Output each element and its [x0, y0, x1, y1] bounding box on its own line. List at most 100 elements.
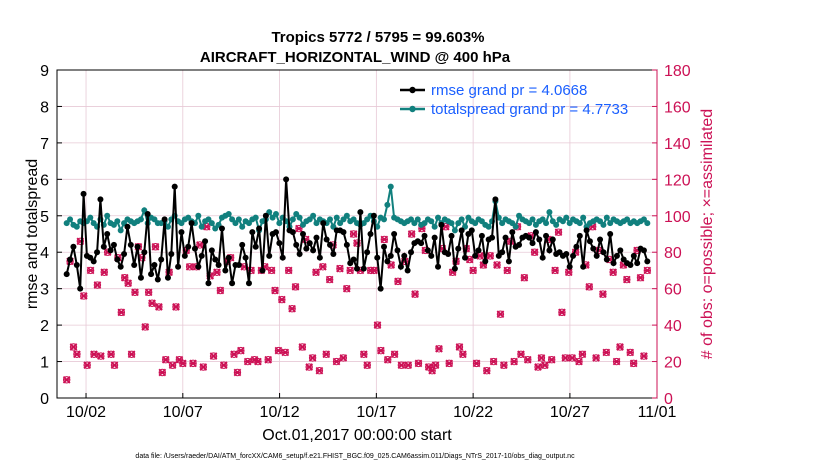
obs-assimilated-point — [373, 321, 382, 329]
rmse-point — [121, 251, 128, 258]
rmse-point — [475, 247, 482, 254]
obs-assimilated-point — [189, 359, 197, 368]
totalspread-point — [164, 223, 171, 230]
rmse-point — [242, 254, 249, 261]
obs-assimilated-point — [155, 303, 163, 311]
rmse-point — [151, 261, 158, 268]
obs-assimilated-point — [578, 350, 587, 359]
x-tick-label: 11/01 — [638, 404, 677, 421]
rmse-point — [546, 247, 553, 254]
rmse-point — [293, 241, 300, 248]
obs-assimilated-point — [107, 350, 115, 359]
rmse-point — [316, 254, 323, 261]
rmse-point — [100, 243, 107, 250]
totalspread-point — [529, 216, 536, 223]
obs-assimilated-point — [158, 368, 167, 377]
totalspread-point — [87, 214, 94, 221]
legend: rmse grand pr = 4.0668 totalspread grand… — [400, 82, 628, 118]
obs-assimilated-point — [216, 286, 225, 295]
y-axis-right: 0 20 40 60 80 100 120 140 160 180 — [652, 63, 691, 408]
rmse-point — [77, 285, 84, 292]
y-tick-label-right: 40 — [664, 318, 682, 335]
y-tick-label-right: 160 — [664, 99, 691, 116]
obs-assimilated-point — [493, 261, 501, 269]
obs-assimilated-point — [243, 357, 252, 366]
obs-assimilated-point — [530, 248, 539, 257]
y-tick-label-left: 6 — [40, 172, 49, 189]
rmse-point — [212, 256, 219, 263]
obs-assimilated-point — [196, 241, 204, 249]
totalspread-point — [276, 220, 283, 227]
rmse-point — [276, 240, 283, 247]
rmse-point — [141, 249, 148, 256]
y-tick-label-right: 100 — [664, 209, 691, 226]
obs-assimilated-point — [305, 363, 314, 371]
obs-assimilated-point — [148, 299, 156, 308]
rmse-point — [306, 240, 313, 247]
obs-assimilated-point — [117, 308, 126, 317]
totalspread-point — [67, 216, 74, 223]
rmse-point — [566, 263, 573, 270]
obs-assimilated-point — [291, 283, 300, 291]
rmse-point — [435, 263, 442, 270]
rmse-point — [114, 256, 121, 263]
rmse-point — [296, 251, 303, 258]
rmse-point — [202, 238, 209, 245]
rmse-point — [239, 241, 246, 248]
rmse-point — [489, 234, 496, 241]
rmse-point — [225, 254, 232, 261]
rmse-point — [610, 260, 617, 267]
totalspread-point — [384, 201, 391, 208]
rmse-point — [343, 241, 350, 248]
obs-assimilated-point — [237, 346, 245, 355]
obs-assimilated-point — [551, 266, 559, 275]
obs-assimilated-point — [199, 363, 208, 371]
obs-assimilated-point — [455, 343, 464, 351]
rmse-point — [472, 252, 479, 259]
y-axis-left: 0 1 2 3 4 5 6 7 8 9 — [40, 63, 62, 408]
obs-assimilated-point — [322, 350, 331, 359]
rmse-point — [502, 234, 509, 241]
rmse-point — [367, 231, 374, 237]
rmse-point — [205, 280, 212, 287]
rmse-point — [185, 243, 192, 250]
rmse-point — [73, 261, 80, 268]
obs-assimilated-point — [568, 354, 577, 362]
obs-assimilated-point — [489, 357, 498, 366]
obs-assimilated-point — [342, 284, 351, 293]
rmse-point — [191, 245, 198, 252]
x-tick-label: 10/12 — [260, 404, 300, 421]
obs-assimilated-point — [151, 242, 160, 251]
y-tick-label-left: 7 — [40, 136, 49, 153]
obs-assimilated-point — [537, 354, 546, 362]
totalspread-point — [310, 212, 317, 219]
rmse-point — [428, 252, 435, 259]
totalspread-point — [326, 216, 333, 223]
rmse-point — [235, 261, 242, 268]
rmse-point — [532, 229, 539, 236]
rmse-point — [384, 258, 391, 265]
rmse-point — [161, 216, 168, 223]
rmse-point — [117, 263, 124, 270]
rmse-point — [634, 260, 641, 267]
y-tick-label-right: 0 — [664, 391, 673, 408]
rmse-point — [249, 229, 256, 236]
obs-assimilated-point — [284, 266, 293, 275]
obs-assimilated-point — [254, 357, 262, 366]
obs-assimilated-point — [110, 361, 119, 370]
rmse-point — [360, 265, 367, 272]
totalspread-point — [414, 216, 421, 223]
obs-assimilated-point — [349, 230, 358, 238]
rmse-point — [549, 236, 556, 243]
rmse-point — [252, 243, 259, 250]
obs-assimilated-point — [332, 357, 341, 366]
rmse-point — [401, 252, 408, 259]
rmse-point — [607, 231, 614, 237]
obs-assimilated-point — [459, 350, 467, 359]
rmse-point — [134, 243, 141, 250]
rmse-point — [259, 267, 266, 274]
obs-assimilated-point — [124, 279, 132, 288]
totalspread-point — [235, 216, 242, 223]
totalspread-point — [104, 212, 111, 219]
obs-assimilated-point — [428, 366, 436, 375]
